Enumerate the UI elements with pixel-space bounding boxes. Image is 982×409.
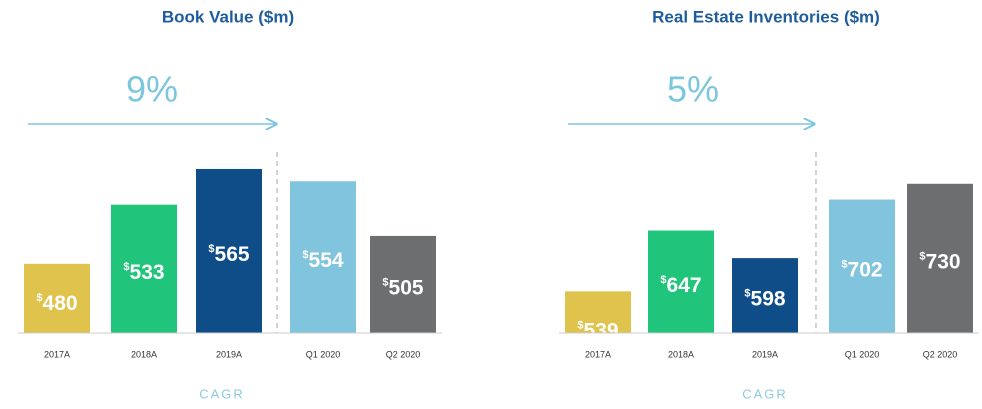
bar [111, 204, 177, 333]
bar [370, 235, 436, 333]
bar [196, 168, 262, 333]
bar [648, 230, 714, 333]
value-label: $598 [744, 287, 785, 310]
bar [290, 181, 356, 333]
value-label: $565 [208, 243, 249, 266]
chart-title: Book Value ($m) [162, 7, 294, 26]
cagr-label: CAGR [742, 386, 788, 401]
bar [732, 258, 798, 333]
cagr-value: 5% [667, 69, 719, 110]
bar [907, 183, 973, 333]
chart-title: Real Estate Inventories ($m) [652, 7, 880, 26]
category-label: 2017A [44, 349, 70, 359]
value-label: $647 [660, 273, 701, 296]
category-label: 2019A [216, 349, 242, 359]
value-label: $505 [382, 276, 423, 299]
value-label: $533 [123, 260, 164, 283]
value-label: $480 [36, 291, 77, 314]
category-label: 2018A [131, 349, 157, 359]
value-label: $702 [841, 258, 882, 281]
value-label: $554 [302, 249, 343, 272]
category-label: 2017A [585, 349, 611, 359]
bar [565, 291, 631, 333]
category-label: Q2 2020 [923, 349, 958, 359]
category-label: 2018A [668, 349, 694, 359]
category-label: Q1 2020 [845, 349, 880, 359]
cagr-value: 9% [126, 69, 178, 110]
value-label: $730 [919, 250, 960, 273]
value-label: $539 [577, 319, 618, 342]
bar [829, 199, 895, 333]
category-label: Q1 2020 [306, 349, 341, 359]
category-label: 2019A [752, 349, 778, 359]
category-label: Q2 2020 [386, 349, 421, 359]
cagr-label: CAGR [199, 386, 245, 401]
bar [24, 263, 90, 333]
